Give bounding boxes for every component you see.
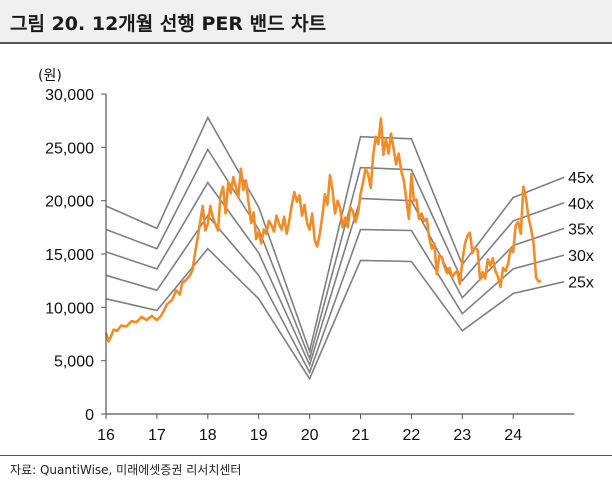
figure-title: 그림 20. 12개월 선행 PER 밴드 차트 <box>0 0 612 42</box>
band-label-30x: 30x <box>568 248 594 265</box>
y-tick-label: 20,000 <box>45 194 94 211</box>
price-line-group <box>104 117 542 343</box>
x-tick-label: 16 <box>97 427 115 444</box>
band-line-40x <box>105 147 565 362</box>
band-label-25x: 25x <box>568 275 594 292</box>
per-band-chart: (원) 0 5,000 10,000 15,000 20,000 25,000 30,000… <box>38 68 594 444</box>
y-tick-label: 30,000 <box>45 87 94 104</box>
band-line-45x <box>105 115 565 354</box>
band-labels: 45x 40x 35x 30x 25x <box>568 170 594 292</box>
band-label-40x: 40x <box>568 196 594 213</box>
y-tick-label: 5,000 <box>54 354 94 371</box>
band-line-25x <box>105 247 565 381</box>
band-lines <box>105 115 565 381</box>
y-tick-label: 0 <box>85 407 94 424</box>
source-note: 자료: QuantiWise, 미래에셋증권 리서치센터 <box>10 463 242 477</box>
band-label-35x: 35x <box>568 221 594 238</box>
x-tick-label: 22 <box>403 427 421 444</box>
x-tick-label: 18 <box>199 427 217 444</box>
band-label-45x: 45x <box>568 170 594 187</box>
axes: 0 5,000 10,000 15,000 20,000 25,000 30,000 16 17… <box>45 87 575 444</box>
y-tick-label: 10,000 <box>45 300 94 317</box>
x-tick-label: 20 <box>301 427 319 444</box>
price-line <box>104 117 542 343</box>
y-tick-label: 15,000 <box>45 247 94 264</box>
y-unit-label: (원) <box>38 68 62 84</box>
x-tick-label: 17 <box>148 427 166 444</box>
x-tick-label: 23 <box>453 427 471 444</box>
y-tick-label: 25,000 <box>45 140 94 157</box>
band-line-30x <box>105 214 565 375</box>
x-tick-label: 24 <box>504 427 522 444</box>
title-divider <box>0 42 612 44</box>
band-line-35x <box>105 181 565 368</box>
x-tick-label: 19 <box>250 427 268 444</box>
x-tick-label: 21 <box>352 427 370 444</box>
source-divider <box>0 455 612 456</box>
